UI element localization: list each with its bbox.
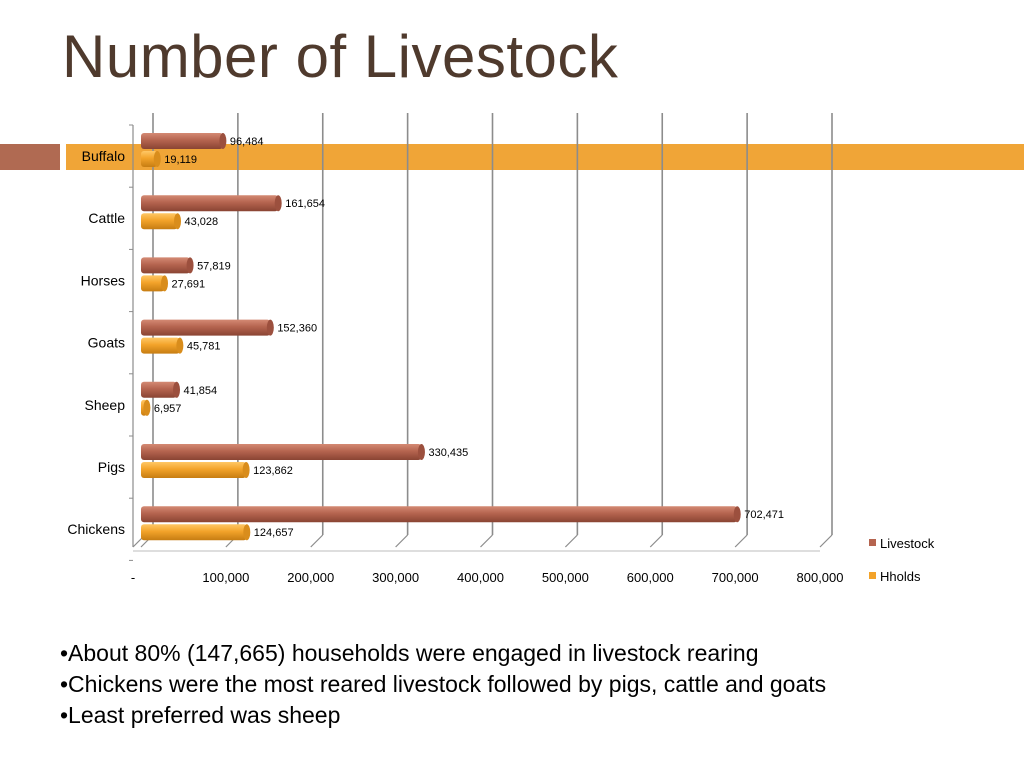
decorative-band bbox=[66, 144, 1024, 170]
category-label: Horses bbox=[81, 272, 125, 288]
category-label: Sheep bbox=[85, 397, 126, 413]
bullet-households: •About 80% (147,665) households were eng… bbox=[60, 640, 759, 666]
x-tick-label: 800,000 bbox=[797, 570, 844, 585]
category-label: Pigs bbox=[98, 459, 125, 475]
x-tick-label: 600,000 bbox=[627, 570, 674, 585]
bar-livestock-goats bbox=[141, 319, 274, 336]
category-label: Buffalo bbox=[82, 148, 126, 164]
floor-gridline bbox=[564, 534, 578, 548]
x-tick-label: 100,000 bbox=[202, 570, 249, 585]
x-tick-label: 400,000 bbox=[457, 570, 504, 585]
floor-gridline bbox=[395, 534, 409, 548]
legend-swatch-livestock bbox=[869, 539, 876, 546]
data-label-hholds: 45,781 bbox=[187, 341, 221, 353]
data-label-livestock: 161,654 bbox=[285, 198, 325, 210]
bar-livestock-cattle bbox=[141, 195, 282, 212]
page-title: Number of Livestock bbox=[62, 23, 619, 90]
summary-bullets: •About 80% (147,665) households were eng… bbox=[60, 638, 826, 731]
data-label-hholds: 6,957 bbox=[154, 403, 182, 415]
floor-gridline bbox=[734, 534, 748, 548]
x-tick-label: 500,000 bbox=[542, 570, 589, 585]
bullet-least-preferred: •Least preferred was sheep bbox=[60, 702, 341, 728]
floor-gridline bbox=[310, 534, 324, 548]
category-label: Cattle bbox=[88, 210, 125, 226]
category-label: Chickens bbox=[67, 521, 125, 537]
data-label-hholds: 19,119 bbox=[164, 154, 197, 166]
data-label-livestock: 41,854 bbox=[184, 385, 218, 397]
x-tick-label: 300,000 bbox=[372, 570, 419, 585]
data-label-livestock: 96,484 bbox=[230, 136, 264, 148]
bar-livestock-sheep bbox=[141, 381, 181, 398]
bar-livestock-buffalo bbox=[141, 133, 227, 149]
bar-hholds-goats bbox=[141, 337, 184, 354]
floor-gridline bbox=[819, 534, 833, 548]
decorative-band-left bbox=[0, 144, 60, 170]
bar-livestock-horses bbox=[141, 257, 194, 274]
data-label-livestock: 152,360 bbox=[277, 323, 317, 335]
floor-gridline bbox=[649, 534, 663, 548]
data-label-livestock: 330,435 bbox=[428, 447, 468, 459]
bar-hholds-horses bbox=[141, 275, 169, 292]
data-label-livestock: 702,471 bbox=[744, 509, 784, 521]
legend-swatch-hholds bbox=[869, 572, 876, 579]
bar-hholds-buffalo bbox=[141, 151, 161, 167]
data-label-hholds: 43,028 bbox=[185, 216, 219, 228]
floor-gridline bbox=[480, 534, 493, 548]
data-label-hholds: 123,862 bbox=[253, 465, 293, 477]
bar-hholds-cattle bbox=[141, 213, 182, 230]
category-label: Goats bbox=[88, 335, 125, 351]
data-label-hholds: 27,691 bbox=[172, 278, 206, 290]
x-tick-label: 700,000 bbox=[712, 570, 759, 585]
bar-hholds-sheep bbox=[141, 399, 151, 416]
bar-hholds-chickens bbox=[141, 524, 251, 541]
data-label-hholds: 124,657 bbox=[254, 527, 294, 539]
x-tick-label: 200,000 bbox=[287, 570, 334, 585]
bullet-most-reared: •Chickens were the most reared livestock… bbox=[60, 671, 827, 697]
bar-hholds-pigs bbox=[141, 462, 250, 478]
bar-livestock-chickens bbox=[141, 506, 741, 523]
legend-label-hholds: Hholds bbox=[880, 569, 921, 584]
legend-label-livestock: Livestock bbox=[880, 536, 935, 551]
data-label-livestock: 57,819 bbox=[197, 260, 231, 272]
bar-livestock-pigs bbox=[141, 444, 425, 460]
x-tick-label: - bbox=[131, 570, 135, 585]
